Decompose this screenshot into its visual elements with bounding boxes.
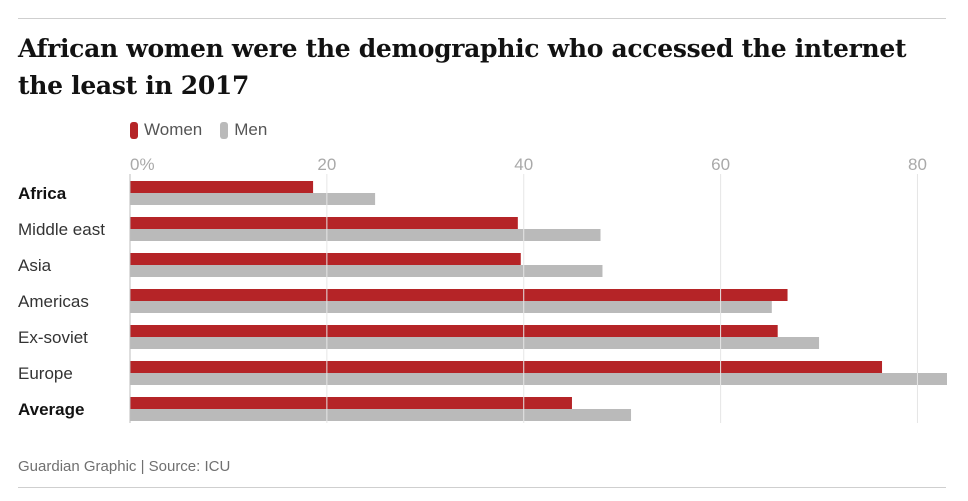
- bar-men-europe: [130, 373, 947, 385]
- category-label-average: Average: [18, 400, 84, 419]
- bar-men-average: [130, 409, 632, 421]
- bar-women-average: [130, 397, 572, 409]
- legend: Women Men: [130, 120, 267, 140]
- x-tick-label-80: 80: [908, 155, 927, 174]
- legend-item-men: Men: [220, 120, 267, 140]
- bar-women-ex-soviet: [130, 325, 778, 337]
- category-label-asia: Asia: [18, 256, 52, 275]
- category-label-americas: Americas: [18, 292, 89, 311]
- x-tick-label-20: 20: [317, 155, 336, 174]
- legend-label-women: Women: [144, 120, 203, 139]
- category-label-ex-soviet: Ex-soviet: [18, 328, 88, 347]
- bar-men-asia: [130, 265, 603, 277]
- x-tick-label-40: 40: [514, 155, 533, 174]
- x-tick-label-0: 0%: [130, 155, 155, 174]
- legend-item-women: Women: [130, 120, 202, 140]
- bar-women-americas: [130, 289, 788, 301]
- legend-swatch-men: [220, 121, 229, 139]
- bar-men-africa: [130, 193, 376, 205]
- x-tick-label-60: 60: [711, 155, 730, 174]
- bar-women-europe: [130, 361, 883, 373]
- bar-women-africa: [130, 181, 314, 193]
- category-label-africa: Africa: [18, 184, 67, 203]
- bar-men-americas: [130, 301, 772, 313]
- bar-women-middle-east: [130, 217, 518, 229]
- bottom-rule: [18, 487, 946, 488]
- top-rule: [18, 18, 946, 19]
- source-credit: Guardian Graphic | Source: ICU: [18, 458, 231, 475]
- chart-title: African women were the demographic who a…: [18, 34, 907, 100]
- legend-label-men: Men: [234, 120, 268, 139]
- bar-men-middle-east: [130, 229, 601, 241]
- bar-women-asia: [130, 253, 521, 265]
- bar-men-ex-soviet: [130, 337, 820, 349]
- category-label-europe: Europe: [18, 364, 73, 383]
- category-label-middle-east: Middle east: [18, 220, 105, 239]
- legend-swatch-women: [130, 121, 138, 139]
- bars: [130, 181, 947, 421]
